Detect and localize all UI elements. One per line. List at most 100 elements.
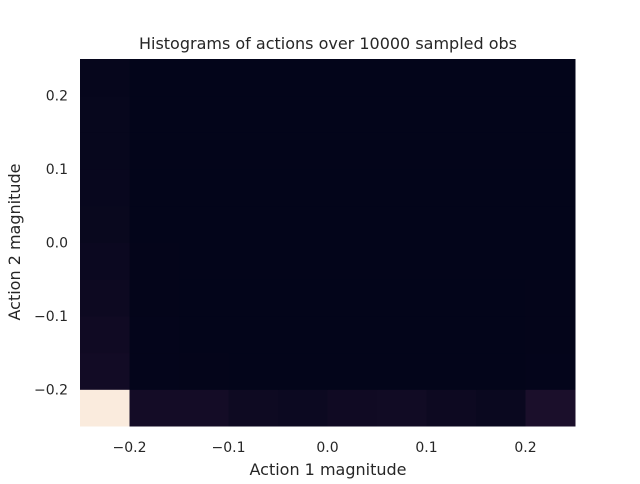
heatmap-cell [377, 242, 427, 280]
heatmap-cell [426, 389, 477, 427]
heatmap-cell [525, 132, 576, 170]
heatmap-cell [228, 205, 279, 243]
heatmap-cell [80, 95, 130, 133]
heatmap-cell [525, 389, 576, 427]
heatmap-cell [179, 95, 229, 133]
heatmap-cell [179, 242, 229, 280]
heatmap-cell [179, 205, 229, 243]
heatmap-cell [278, 242, 328, 280]
heatmap-cell [377, 352, 427, 390]
x-tick-label: 0.2 [514, 440, 536, 456]
heatmap-cell [129, 169, 180, 207]
heatmap-cell [377, 59, 427, 97]
y-tick-label: −0.1 [34, 309, 68, 325]
heatmap-cell [80, 352, 130, 390]
heatmap-cell [476, 315, 526, 354]
heatmap-cell [278, 352, 328, 390]
heatmap-cell [476, 242, 526, 280]
heatmap-cell [327, 352, 378, 390]
heatmap-cell [426, 59, 477, 97]
heatmap-cell [80, 389, 130, 427]
y-tick-label: −0.2 [34, 382, 68, 398]
heatmap-cell [179, 389, 229, 427]
heatmap-cell [129, 59, 180, 97]
heatmap-cell [278, 132, 328, 170]
heatmap-cell [228, 59, 279, 97]
heatmap-cell [525, 242, 576, 280]
heatmap-cell [476, 205, 526, 243]
heatmap-cell [327, 242, 378, 280]
y-tick-label: 0.2 [46, 89, 68, 105]
heatmap-cell [228, 95, 279, 133]
heatmap-cell [525, 169, 576, 207]
heatmap-cell [525, 279, 576, 317]
y-axis-label: Action 2 magnitude [5, 163, 24, 320]
heatmap-cell [476, 279, 526, 317]
heatmap-cell [426, 279, 477, 317]
heatmap-cell [80, 242, 130, 280]
x-axis-label: Action 1 magnitude [249, 460, 406, 479]
heatmap-cell [80, 169, 130, 207]
heatmap-cell [80, 59, 130, 97]
heatmap-cell [426, 95, 477, 133]
heatmap-cell [80, 132, 130, 170]
heatmap-cell [426, 169, 477, 207]
heatmap-cells [80, 59, 576, 427]
heatmap-cell [377, 132, 427, 170]
heatmap-cell [129, 389, 180, 427]
heatmap-cell [129, 132, 180, 170]
heatmap-cell [476, 132, 526, 170]
heatmap-cell [525, 315, 576, 354]
heatmap-cell [179, 169, 229, 207]
heatmap-cell [426, 352, 477, 390]
x-tick-label: 0.1 [415, 440, 437, 456]
heatmap-cell [426, 205, 477, 243]
heatmap-cell [377, 95, 427, 133]
heatmap-cell [525, 352, 576, 390]
heatmap-cell [129, 205, 180, 243]
heatmap-cell [426, 242, 477, 280]
heatmap-cell [476, 59, 526, 97]
heatmap-cell [179, 279, 229, 317]
heatmap-cell [426, 132, 477, 170]
heatmap-cell [129, 242, 180, 280]
chart-title: Histograms of actions over 10000 sampled… [139, 34, 517, 53]
heatmap-cell [228, 242, 279, 280]
heatmap-cell [476, 169, 526, 207]
heatmap-cell [129, 95, 180, 133]
x-tick-label: −0.2 [113, 440, 147, 456]
heatmap-cell [278, 389, 328, 427]
heatmap-cell [476, 352, 526, 390]
heatmap-cell [228, 279, 279, 317]
heatmap-cell [179, 132, 229, 170]
heatmap-cell [228, 389, 279, 427]
heatmap-cell [228, 352, 279, 390]
heatmap-cell [179, 352, 229, 390]
x-axis-ticks: −0.2 −0.1 0.0 0.1 0.2 [113, 440, 537, 456]
heatmap-cell [426, 315, 477, 354]
heatmap-cell [179, 315, 229, 354]
heatmap-cell [228, 169, 279, 207]
x-tick-label: 0.0 [316, 440, 338, 456]
heatmap-cell [278, 279, 328, 317]
heatmap-cell [228, 315, 279, 354]
heatmap-cell [377, 389, 427, 427]
heatmap-cell [525, 95, 576, 133]
heatmap-cell [327, 169, 378, 207]
heatmap-cell [327, 315, 378, 354]
heatmap-cell [476, 95, 526, 133]
heatmap-cell [278, 315, 328, 354]
heatmap-cell [278, 169, 328, 207]
y-tick-label: 0.0 [46, 236, 68, 252]
heatmap-cell [327, 95, 378, 133]
heatmap-cell [327, 132, 378, 170]
heatmap-cell [377, 315, 427, 354]
heatmap-cell [327, 59, 378, 97]
heatmap-cell [80, 205, 130, 243]
heatmap-cell [80, 315, 130, 354]
heatmap-cell [327, 389, 378, 427]
heatmap-cell [476, 389, 526, 427]
heatmap-cell [278, 95, 328, 133]
